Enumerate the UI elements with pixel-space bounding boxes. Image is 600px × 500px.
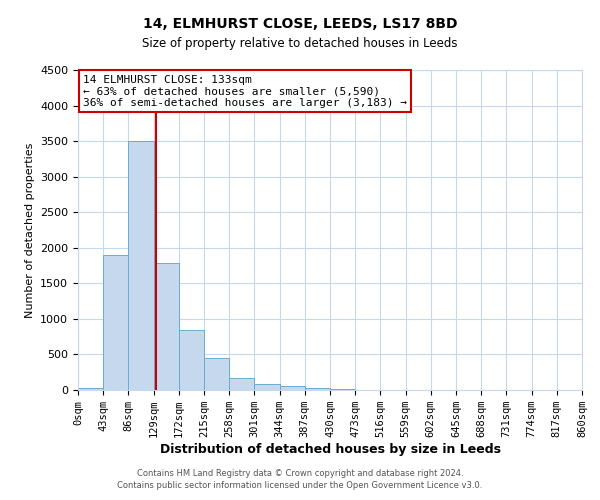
Text: 14 ELMHURST CLOSE: 133sqm
← 63% of detached houses are smaller (5,590)
36% of se: 14 ELMHURST CLOSE: 133sqm ← 63% of detac… xyxy=(83,75,407,108)
Y-axis label: Number of detached properties: Number of detached properties xyxy=(25,142,35,318)
Bar xyxy=(78,388,103,390)
Bar xyxy=(229,378,254,390)
Bar xyxy=(103,255,128,390)
Text: 14, ELMHURST CLOSE, LEEDS, LS17 8BD: 14, ELMHURST CLOSE, LEEDS, LS17 8BD xyxy=(143,18,457,32)
Bar xyxy=(204,358,229,390)
Bar xyxy=(179,330,204,390)
Bar xyxy=(128,141,154,390)
Text: Contains public sector information licensed under the Open Government Licence v3: Contains public sector information licen… xyxy=(118,481,482,490)
X-axis label: Distribution of detached houses by size in Leeds: Distribution of detached houses by size … xyxy=(160,443,500,456)
Bar xyxy=(305,388,330,390)
Bar xyxy=(254,384,280,390)
Text: Size of property relative to detached houses in Leeds: Size of property relative to detached ho… xyxy=(142,38,458,51)
Bar xyxy=(154,264,179,390)
Bar xyxy=(280,386,305,390)
Text: Contains HM Land Registry data © Crown copyright and database right 2024.: Contains HM Land Registry data © Crown c… xyxy=(137,468,463,477)
